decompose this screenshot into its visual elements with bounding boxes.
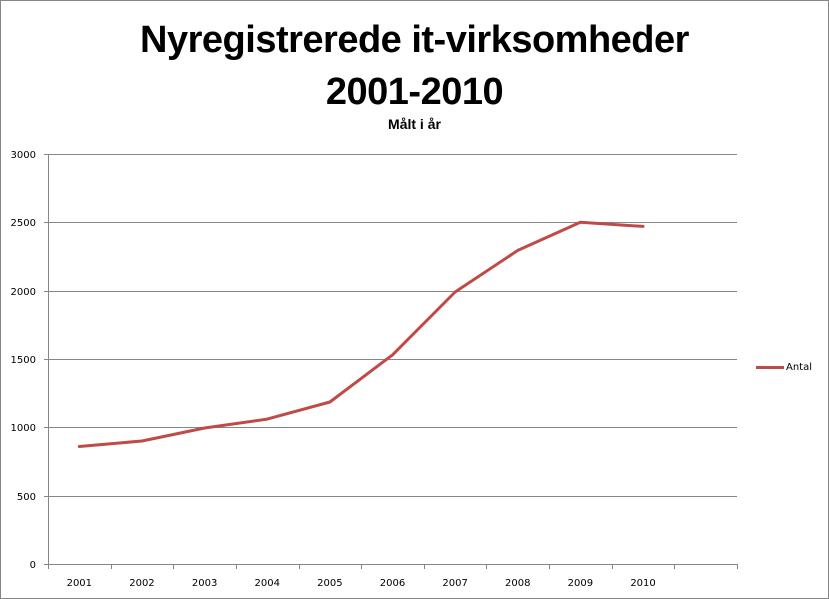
x-tick-label: 2010 xyxy=(630,578,655,589)
chart-title-line-1: Nyregistrerede it-virksomheder xyxy=(140,19,689,61)
y-tick-label: 3000 xyxy=(11,150,36,161)
x-tick-label: 2004 xyxy=(255,578,280,589)
x-tick-label: 2008 xyxy=(505,578,530,589)
y-tick-label: 2500 xyxy=(11,218,36,229)
legend-line-icon xyxy=(756,366,784,369)
x-tick-label: 2006 xyxy=(380,578,405,589)
x-tick-label: 2007 xyxy=(442,578,467,589)
legend-label: Antal xyxy=(786,362,813,373)
y-tick-label: 1500 xyxy=(11,355,36,366)
chart-subtitle: Målt i år xyxy=(388,116,441,132)
x-tick-label: 2009 xyxy=(568,578,593,589)
x-tick-label: 2002 xyxy=(129,578,154,589)
chart-title-line-2: 2001-2010 xyxy=(325,71,504,113)
x-tick-label: 2001 xyxy=(67,578,92,589)
y-tick-label: 500 xyxy=(17,492,36,503)
y-tick-label: 0 xyxy=(30,560,36,571)
y-tick-label: 1000 xyxy=(11,423,36,434)
x-tick-label: 2005 xyxy=(317,578,342,589)
series-line-antal xyxy=(77,220,645,448)
y-tick-label: 2000 xyxy=(11,287,36,298)
x-tick-label: 2003 xyxy=(192,578,217,589)
legend: Antal xyxy=(756,362,812,373)
